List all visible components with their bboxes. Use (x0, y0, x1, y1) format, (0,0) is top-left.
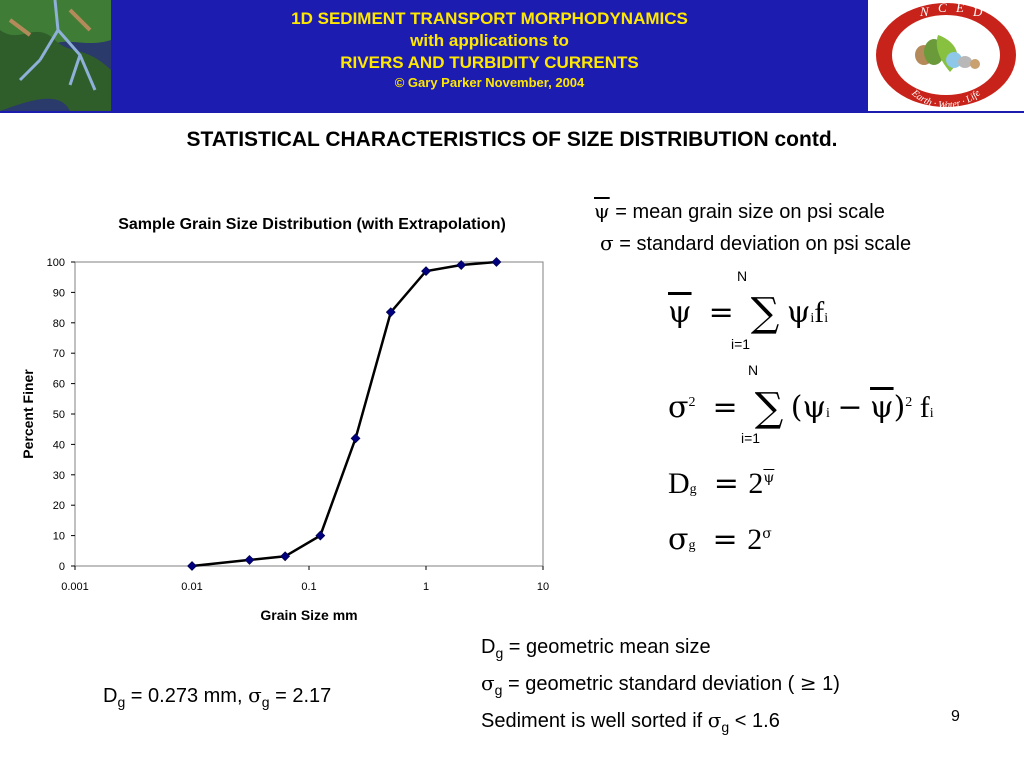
x-tick-label: 0.01 (181, 581, 202, 593)
notes-block: Dg = geometric mean size σg = geometric … (481, 632, 840, 742)
std-definition-text: = standard deviation on psi scale (619, 233, 911, 255)
y-tick-label: 40 (53, 439, 65, 451)
x-tick-label: 10 (537, 581, 549, 593)
x-tick-label: 0.001 (61, 581, 89, 593)
std-definition: σ = standard deviation on psi scale (600, 231, 911, 256)
course-banner: 1D SEDIMENT TRANSPORT MORPHODYNAMICS wit… (111, 0, 868, 111)
dg-formula: Dg = 2ψ (668, 466, 774, 501)
course-title-line3: RIVERS AND TURBIDITY CURRENTS (111, 52, 868, 74)
y-axis-title: Percent Finer (20, 369, 36, 459)
note-well-sorted: Sediment is well sorted if σg < 1.6 (481, 705, 840, 742)
y-tick-label: 70 (53, 348, 65, 360)
logo-letter-e: E (955, 0, 964, 15)
x-tick-label: 0.1 (301, 581, 316, 593)
computed-result: Dg = 0.273 mm, σg = 2.17 (103, 683, 331, 710)
mean-definition-text: = mean grain size on psi scale (615, 201, 885, 223)
x-axis-title: Grain Size mm (260, 607, 357, 623)
mean-formula: ψ = ∑ ψifi (668, 290, 828, 336)
nced-logo: N C E D Earth · Water · Life (868, 0, 1024, 111)
grain-size-chart: 0 10 20 30 40 50 60 70 80 90 100 0.001 0.01 0.1 1 10 P… (0, 240, 580, 630)
slide-title: STATISTICAL CHARACTERISTICS OF SIZE DIST… (0, 128, 1024, 152)
variance-sum-upper: N (748, 362, 758, 378)
chart-title: Sample Grain Size Distribution (with Ext… (62, 216, 562, 234)
x-axis-ticks: 0.001 0.01 0.1 1 10 (61, 566, 549, 593)
y-tick-label: 90 (53, 287, 65, 299)
note-geometric-std: σg = geometric standard deviation ( ≥ 1) (481, 668, 840, 705)
logo-letter-d: D (972, 4, 983, 19)
mean-definition: ψ = mean grain size on psi scale (594, 199, 885, 224)
header-divider (0, 111, 1024, 113)
psi-bar-symbol: ψ (594, 199, 610, 223)
mean-sum-lower: i=1 (731, 336, 750, 352)
logo-letter-n: N (919, 4, 930, 19)
y-tick-label: 0 (59, 561, 65, 573)
x-tick-label: 1 (423, 581, 429, 593)
sigma-g-formula: σg = 2σ (668, 522, 772, 557)
y-tick-label: 20 (53, 500, 65, 512)
note-geometric-mean: Dg = geometric mean size (481, 632, 840, 668)
y-axis-ticks: 0 10 20 30 40 50 60 70 80 90 100 (47, 257, 75, 573)
y-tick-label: 80 (53, 318, 65, 330)
variance-sum-lower: i=1 (741, 430, 760, 446)
variance-formula: σ2 = ∑ (ψi − ψ)2 fi (668, 385, 934, 431)
course-title-line2: with applications to (111, 30, 868, 52)
course-title-line1: 1D SEDIMENT TRANSPORT MORPHODYNAMICS (111, 8, 868, 30)
satellite-delta-image (0, 0, 111, 111)
y-tick-label: 10 (53, 531, 65, 543)
y-tick-label: 100 (47, 257, 65, 269)
y-tick-label: 30 (53, 470, 65, 482)
page-number: 9 (951, 708, 960, 726)
y-tick-label: 50 (53, 409, 65, 421)
logo-letter-c: C (938, 0, 947, 15)
slide-header: 1D SEDIMENT TRANSPORT MORPHODYNAMICS wit… (0, 0, 1024, 111)
sigma-symbol: σ (600, 231, 614, 255)
y-tick-label: 60 (53, 379, 65, 391)
copyright-notice: © Gary Parker November, 2004 (111, 74, 868, 92)
plot-area (75, 262, 543, 566)
mean-sum-upper: N (737, 268, 747, 284)
